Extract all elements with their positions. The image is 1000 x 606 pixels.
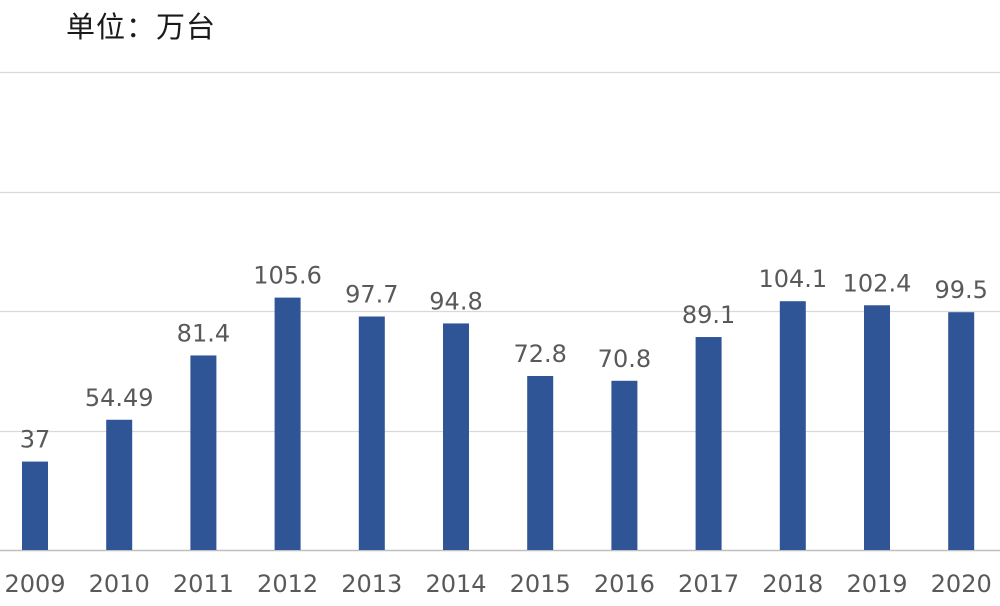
data-label-2009: 37 (20, 426, 51, 454)
x-tick-2017: 2017 (678, 570, 739, 598)
data-labels: 37 54.49 81.4 105.6 97.7 94.8 72.8 70.8 89.1 104.… (20, 262, 988, 454)
x-tick-2009: 2009 (4, 570, 65, 598)
data-label-2017: 89.1 (682, 301, 735, 329)
x-tick-2018: 2018 (762, 570, 823, 598)
bar-2010 (106, 419, 133, 550)
x-tick-2010: 2010 (89, 570, 150, 598)
bar-2016 (611, 380, 638, 550)
x-tick-labels: 2009 2010 2011 2012 2013 2014 2015 2016 2017 2018… (4, 570, 991, 598)
bar-2018 (779, 301, 806, 550)
data-label-2020: 99.5 (934, 276, 987, 304)
x-tick-2016: 2016 (594, 570, 655, 598)
data-label-2012: 105.6 (253, 262, 322, 290)
data-label-2019: 102.4 (843, 269, 912, 297)
x-tick-2013: 2013 (341, 570, 402, 598)
x-tick-2011: 2011 (173, 570, 234, 598)
data-label-2016: 70.8 (598, 345, 651, 373)
data-label-2014: 94.8 (429, 287, 482, 315)
bars (22, 297, 975, 550)
bar-2015 (527, 376, 554, 550)
data-label-2010: 54.49 (85, 384, 154, 412)
bar-2019 (864, 305, 890, 550)
x-tick-2019: 2019 (846, 570, 907, 598)
bar-2020 (948, 312, 975, 550)
x-tick-2015: 2015 (510, 570, 571, 598)
bar-2013 (358, 316, 385, 550)
gridlines (0, 71, 1000, 552)
data-label-2013: 97.7 (345, 280, 398, 308)
bar-2012 (274, 297, 301, 550)
x-tick-2012: 2012 (257, 570, 318, 598)
data-label-2018: 104.1 (758, 265, 827, 293)
data-label-2011: 81.4 (177, 319, 230, 347)
bar-2009 (22, 461, 48, 550)
bar-2011 (190, 355, 217, 550)
bar-2017 (695, 337, 722, 550)
unit-label: 单位：万台 (66, 10, 217, 44)
x-tick-2020: 2020 (931, 570, 992, 598)
bar-2014 (443, 323, 469, 550)
x-tick-2014: 2014 (425, 570, 486, 598)
data-label-2015: 72.8 (513, 340, 566, 368)
